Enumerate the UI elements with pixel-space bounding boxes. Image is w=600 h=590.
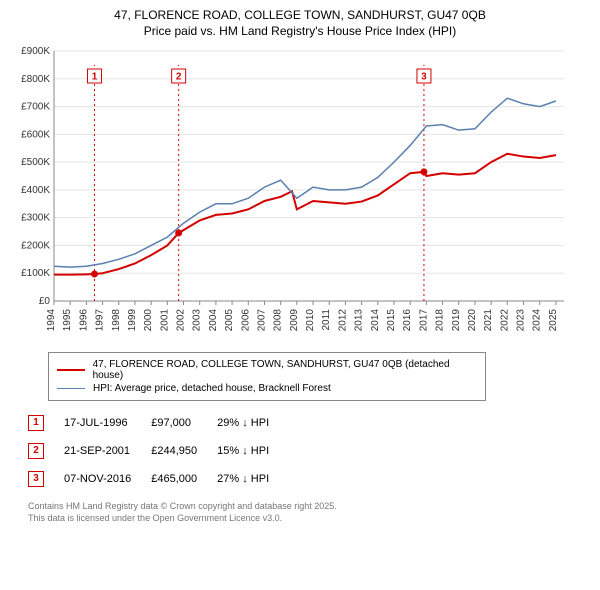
x-tick-label: 2001 <box>159 309 170 332</box>
tx-number-cell: 1 <box>28 409 64 437</box>
tx-number-box: 3 <box>28 471 44 487</box>
chart-title: 47, FLORENCE ROAD, COLLEGE TOWN, SANDHUR… <box>8 8 592 39</box>
y-tick-label: £300K <box>21 213 50 224</box>
title-line-1: 47, FLORENCE ROAD, COLLEGE TOWN, SANDHUR… <box>8 8 592 24</box>
legend-swatch <box>57 369 85 371</box>
tx-number-cell: 2 <box>28 437 64 465</box>
x-tick-label: 1996 <box>78 309 89 332</box>
y-tick-label: £400K <box>21 185 50 196</box>
x-tick-label: 2004 <box>208 309 219 332</box>
x-tick-label: 2018 <box>435 309 446 332</box>
transactions-table: 1 17-JUL-1996£97,00029% ↓ HPI 2 21-SEP-2001… <box>28 409 289 493</box>
x-tick-label: 2012 <box>337 309 348 332</box>
x-tick-label: 2003 <box>192 309 203 332</box>
x-tick-label: 1995 <box>62 309 73 332</box>
tx-date-cell: 17-JUL-1996 <box>64 409 151 437</box>
x-tick-label: 2019 <box>451 309 462 332</box>
line-chart-svg: £0 £100K £200K £300K £400K £500K £600K £700K £80… <box>8 43 568 343</box>
x-tick-label: 1998 <box>111 309 122 332</box>
tx-price-cell: £244,950 <box>151 437 217 465</box>
x-tick-label: 2016 <box>402 309 413 332</box>
table-row: 1 17-JUL-1996£97,00029% ↓ HPI <box>28 409 289 437</box>
x-tick-label: 1997 <box>95 309 106 332</box>
chart-area: £0 £100K £200K £300K £400K £500K £600K £700K £80… <box>8 43 592 348</box>
x-tick-label: 2006 <box>240 309 251 332</box>
legend-label: HPI: Average price, detached house, Brac… <box>93 383 331 394</box>
x-tick-label: 1994 <box>46 309 57 332</box>
x-tick-label: 2007 <box>256 309 267 332</box>
tx-delta-cell: 15% ↓ HPI <box>217 437 289 465</box>
x-tick-label: 2013 <box>354 309 365 332</box>
table-row: 3 07-NOV-2016£465,00027% ↓ HPI <box>28 465 289 493</box>
legend-label: 47, FLORENCE ROAD, COLLEGE TOWN, SANDHUR… <box>93 359 477 381</box>
x-tick-label: 2008 <box>273 309 284 332</box>
x-tick-label: 2020 <box>467 309 478 332</box>
tx-marker-number: 3 <box>421 72 427 83</box>
y-tick-label: £700K <box>21 102 50 113</box>
x-tick-label: 2024 <box>532 309 543 332</box>
tx-date-cell: 07-NOV-2016 <box>64 465 151 493</box>
x-tick-label: 2022 <box>499 309 510 332</box>
x-tick-label: 2011 <box>321 309 332 331</box>
tx-delta-cell: 29% ↓ HPI <box>217 409 289 437</box>
legend-row: 47, FLORENCE ROAD, COLLEGE TOWN, SANDHUR… <box>57 359 477 381</box>
tx-price-cell: £465,000 <box>151 465 217 493</box>
tx-delta-cell: 27% ↓ HPI <box>217 465 289 493</box>
tx-number-cell: 3 <box>28 465 64 493</box>
y-tick-label: £600K <box>21 130 50 141</box>
title-line-2: Price paid vs. HM Land Registry's House … <box>8 24 592 40</box>
y-tick-label: £900K <box>21 46 50 57</box>
x-tick-label: 2000 <box>143 309 154 332</box>
tx-marker-dot <box>420 169 427 176</box>
footer-line-2: This data is licensed under the Open Gov… <box>28 513 592 525</box>
table-row: 2 21-SEP-2001£244,95015% ↓ HPI <box>28 437 289 465</box>
x-tick-label: 2014 <box>370 309 381 332</box>
y-tick-label: £200K <box>21 241 50 252</box>
x-tick-label: 2017 <box>418 309 429 332</box>
data-attribution: Contains HM Land Registry data © Crown c… <box>28 501 592 524</box>
x-tick-label: 2015 <box>386 309 397 332</box>
legend-swatch <box>57 388 85 389</box>
legend: 47, FLORENCE ROAD, COLLEGE TOWN, SANDHUR… <box>48 352 486 401</box>
tx-number-box: 1 <box>28 415 44 431</box>
x-tick-label: 2005 <box>224 309 235 332</box>
y-tick-label: £800K <box>21 74 50 85</box>
y-tick-label: £0 <box>39 296 51 307</box>
tx-marker-dot <box>91 271 98 278</box>
x-tick-label: 2002 <box>176 309 187 332</box>
tx-number-box: 2 <box>28 443 44 459</box>
tx-marker-number: 1 <box>92 72 98 83</box>
x-tick-label: 2010 <box>305 309 316 332</box>
tx-date-cell: 21-SEP-2001 <box>64 437 151 465</box>
x-tick-label: 2021 <box>483 309 494 332</box>
x-tick-label: 1999 <box>127 309 138 332</box>
y-tick-label: £500K <box>21 157 50 168</box>
x-tick-label: 2023 <box>516 309 527 332</box>
footer-line-1: Contains HM Land Registry data © Crown c… <box>28 501 592 513</box>
series-hpi <box>54 98 556 267</box>
x-tick-label: 2009 <box>289 309 300 332</box>
tx-marker-number: 2 <box>176 72 182 83</box>
tx-marker-dot <box>175 230 182 237</box>
tx-price-cell: £97,000 <box>151 409 217 437</box>
x-tick-label: 2025 <box>548 309 559 332</box>
y-tick-label: £100K <box>21 268 50 279</box>
legend-row: HPI: Average price, detached house, Brac… <box>57 383 477 394</box>
